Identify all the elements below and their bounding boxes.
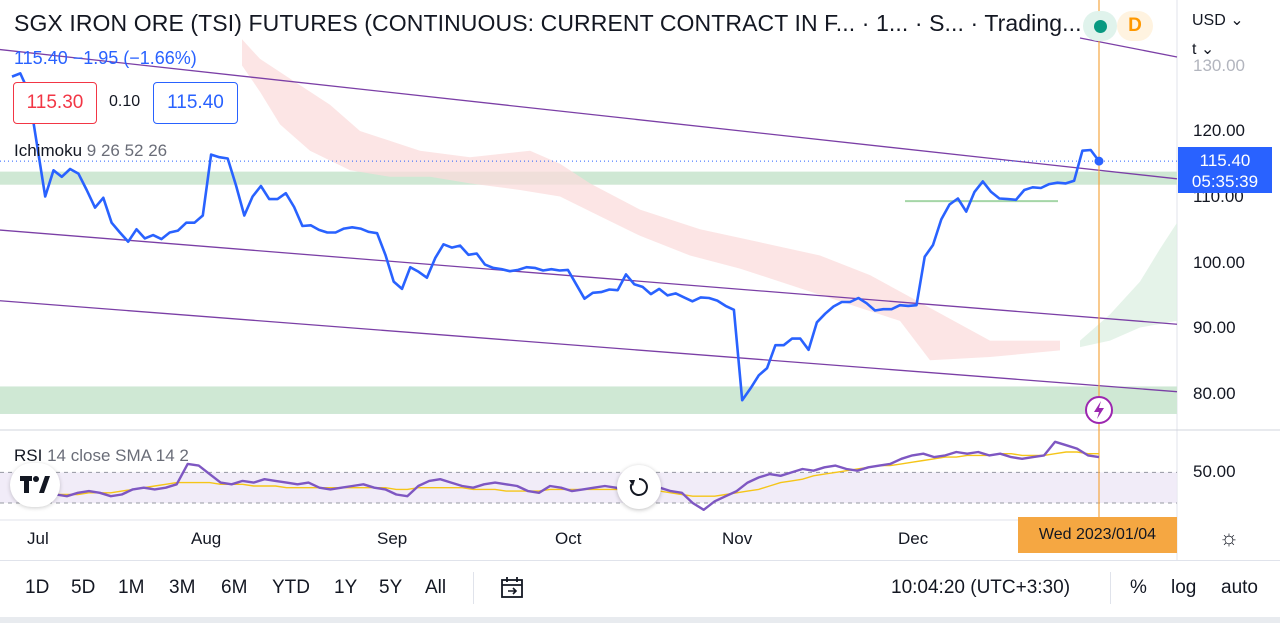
range-ytd-button[interactable]: YTD bbox=[272, 577, 310, 598]
crosshair-date-label: Wed 2023/01/04 bbox=[1018, 517, 1177, 553]
range-5y-button[interactable]: 5Y bbox=[379, 577, 403, 598]
ichimoku-params: 9 26 52 26 bbox=[86, 141, 168, 160]
toolbar-divider bbox=[473, 572, 474, 604]
gear-icon[interactable]: ☼ bbox=[1218, 525, 1240, 550]
currency-select[interactable]: USD ⌄ bbox=[1192, 10, 1244, 30]
price-series-line bbox=[11, 72, 1101, 402]
range-all-button[interactable]: All bbox=[425, 577, 447, 598]
last-price-value: 115.40 bbox=[1199, 151, 1251, 170]
lightning-icon bbox=[1085, 396, 1113, 424]
rsi-name: RSI bbox=[14, 446, 43, 465]
price-axis-label: 80.00 bbox=[1193, 384, 1236, 403]
ichimoku-legend[interactable]: Ichimoku 9 26 52 26 bbox=[14, 141, 167, 161]
price-axis-label: 100.00 bbox=[1193, 253, 1245, 272]
delayed-data-icon[interactable]: D bbox=[1117, 11, 1153, 41]
rsi-axis-label: 50.00 bbox=[1193, 462, 1236, 481]
rsi-legend[interactable]: RSI 14 close SMA 14 2 bbox=[14, 446, 189, 466]
auto-scale-toggle[interactable]: auto bbox=[1221, 577, 1258, 598]
timezone-clock-button[interactable]: 10:04:20 (UTC+3:30) bbox=[891, 577, 1071, 598]
reset-chart-button[interactable] bbox=[617, 465, 661, 509]
time-axis-label: Aug bbox=[191, 529, 222, 548]
channel-line bbox=[0, 300, 1178, 393]
support-zone bbox=[0, 386, 1177, 414]
buy-price-button[interactable]: 115.40 bbox=[153, 82, 238, 124]
bottom-toolbar bbox=[0, 560, 1280, 619]
reset-icon bbox=[629, 478, 648, 496]
currency-label: USD bbox=[1192, 12, 1226, 29]
spread-value: 0.10 bbox=[109, 93, 141, 110]
channel-line bbox=[1079, 37, 1178, 58]
range-1y-button[interactable]: 1Y bbox=[334, 577, 358, 598]
log-scale-toggle[interactable]: log bbox=[1171, 577, 1197, 598]
channel-line bbox=[0, 48, 1178, 180]
resistance-zone bbox=[0, 171, 1177, 185]
calendar-goto-icon bbox=[501, 577, 523, 598]
bar-countdown: 05:35:39 bbox=[1191, 172, 1259, 191]
range-1m-button[interactable]: 1M bbox=[118, 577, 145, 598]
chart-title[interactable]: SGX IRON ORE (TSI) FUTURES (CONTINUOUS: … bbox=[14, 10, 1082, 36]
range-5d-button[interactable]: 5D bbox=[71, 577, 96, 598]
rsi-line bbox=[11, 440, 1100, 511]
time-axis-label: Jul bbox=[27, 529, 49, 548]
channel-line bbox=[0, 229, 1178, 325]
tradingview-logo-glyph bbox=[20, 476, 50, 493]
system-bottom-strip bbox=[0, 617, 1280, 623]
time-axis-label: Sep bbox=[377, 529, 408, 548]
price-axis-label: 90.00 bbox=[1193, 318, 1236, 337]
time-axis-label: Dec bbox=[898, 529, 929, 548]
range-6m-button[interactable]: 6M bbox=[221, 577, 248, 598]
unit-select[interactable]: t ⌄ bbox=[1192, 39, 1214, 59]
range-1d-button[interactable]: 1D bbox=[25, 577, 50, 598]
time-axis-label: Nov bbox=[722, 529, 753, 548]
ichimoku-cloud-bullish bbox=[1080, 222, 1177, 348]
rsi-params: 14 close SMA 14 2 bbox=[47, 446, 189, 465]
rsi-ma-line bbox=[11, 451, 1099, 497]
percent-scale-toggle[interactable]: % bbox=[1130, 577, 1147, 598]
toolbar-divider bbox=[1110, 572, 1111, 604]
range-3m-button[interactable]: 3M bbox=[169, 577, 196, 598]
chevron-down-icon: ⌄ bbox=[1230, 12, 1244, 29]
ichimoku-name: Ichimoku bbox=[14, 141, 83, 160]
goto-date-button[interactable] bbox=[499, 575, 525, 607]
last-price-dot bbox=[1094, 156, 1104, 166]
market-status-icon[interactable] bbox=[1083, 11, 1117, 41]
price-axis-label: 130.00 bbox=[1193, 56, 1245, 75]
tradingview-logo-icon[interactable] bbox=[10, 463, 60, 507]
ichimoku-cloud-bearish bbox=[242, 39, 1060, 361]
price-axis-label: 120.00 bbox=[1193, 121, 1245, 140]
last-price-change: 115.40 −1.95 (−1.66%) bbox=[14, 48, 197, 68]
time-axis-label: Oct bbox=[555, 529, 582, 548]
last-price-tag: 115.40 05:35:39 bbox=[1178, 147, 1272, 193]
chevron-down-icon: ⌄ bbox=[1200, 41, 1215, 58]
unit-label: t bbox=[1192, 41, 1197, 58]
market-open-dot bbox=[1093, 19, 1107, 33]
sell-price-button[interactable]: 115.30 bbox=[13, 82, 97, 124]
